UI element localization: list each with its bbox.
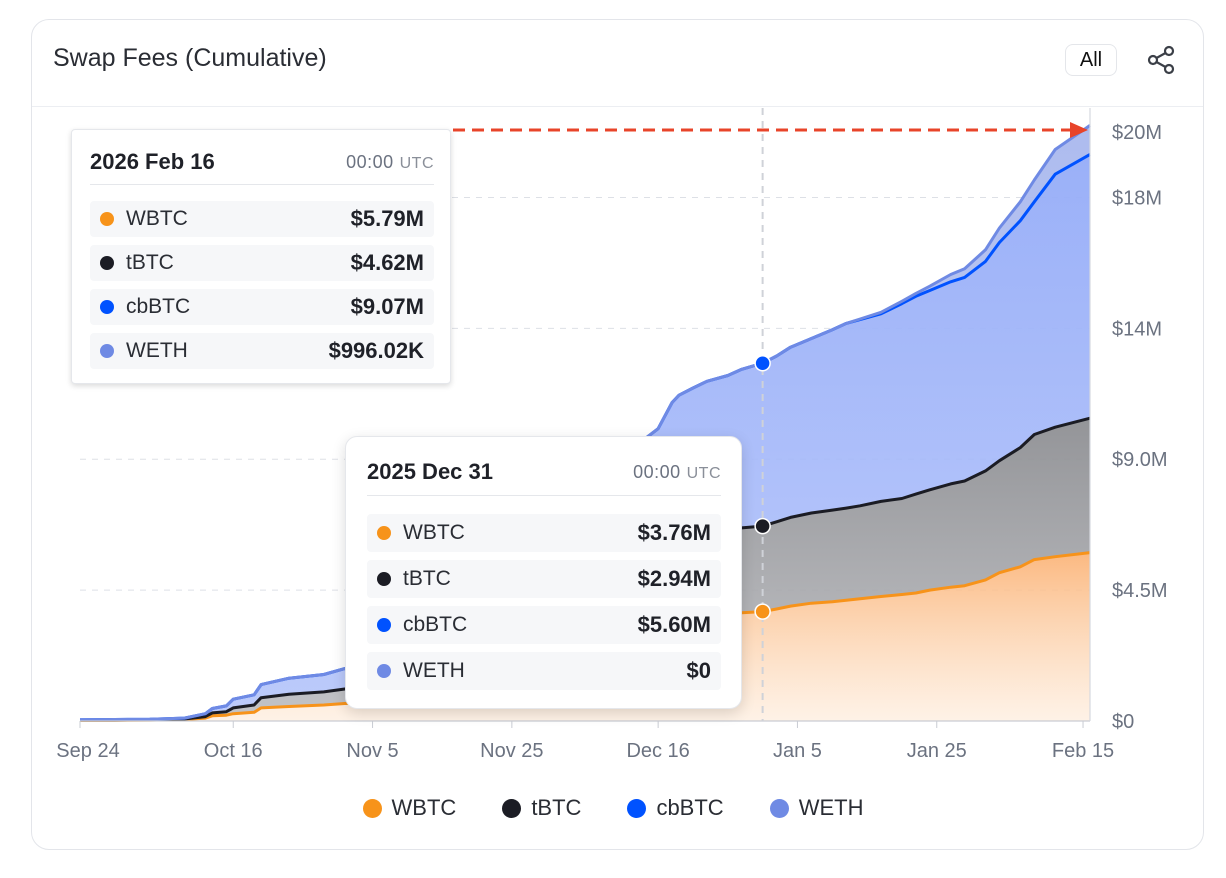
tbtc-dot-icon xyxy=(100,256,114,270)
tooltip-row-weth: WETH $996.02K xyxy=(90,333,434,369)
hover-marks xyxy=(453,108,1088,721)
legend-item-weth[interactable]: WETH xyxy=(769,790,863,826)
tooltip-date: 2026 Feb 16 xyxy=(90,149,215,174)
tooltip-row-wbtc: WBTC $3.76M xyxy=(367,514,721,552)
tbtc-dot-icon xyxy=(502,798,522,818)
cbbtc-dot-icon xyxy=(377,618,391,632)
y-tick-label: $14M xyxy=(1112,318,1162,340)
x-tick-label: Jan 25 xyxy=(907,740,967,762)
tooltip-dec-31: 2025 Dec 31 00:00 UTC WBTC $3.76M tBTC $2.9… xyxy=(345,436,742,709)
x-tick-label: Nov 25 xyxy=(480,740,543,762)
tbtc-dot-icon xyxy=(377,572,391,586)
tooltip-row-cbbtc: cbBTC $5.60M xyxy=(367,606,721,644)
tooltip-feb-16: 2026 Feb 16 00:00 UTC WBTC $5.79M tBTC $4.6… xyxy=(71,129,451,384)
legend-item-wbtc[interactable]: WBTC xyxy=(362,790,456,826)
x-tick-label: Dec 16 xyxy=(626,740,689,762)
tooltip-time: 00:00 UTC xyxy=(346,151,434,172)
range-all-button[interactable]: All xyxy=(1065,44,1117,76)
tooltip-date: 2025 Dec 31 xyxy=(367,459,493,484)
y-tick-label: $18M xyxy=(1112,187,1162,209)
legend-item-tbtc[interactable]: tBTC xyxy=(502,790,581,826)
cbbtc-dot-icon xyxy=(627,798,647,818)
tooltip-header: 2025 Dec 31 00:00 UTC xyxy=(367,449,721,496)
y-tick-label: $4.5M xyxy=(1112,580,1168,602)
hover-dot-tbtc xyxy=(754,517,771,535)
wbtc-dot-icon xyxy=(377,526,391,540)
y-tick-label: $0 xyxy=(1112,711,1134,733)
axes: $0 $4.5M $9.0M $14M $18M $20M Sep 24 Oct 16 Nov … xyxy=(56,108,1168,762)
area-wbtc xyxy=(80,552,1090,721)
area-tbtc xyxy=(80,418,1090,721)
tooltip-row-tbtc: tBTC $4.62M xyxy=(90,245,434,281)
tooltip-row-cbbtc: cbBTC $9.07M xyxy=(90,289,434,325)
x-tick-label: Nov 5 xyxy=(346,740,398,762)
arrow-right-icon xyxy=(1070,122,1088,138)
tooltip-row-weth: WETH $0 xyxy=(367,652,721,690)
cbbtc-dot-icon xyxy=(100,300,114,314)
share-icon[interactable] xyxy=(1144,43,1178,77)
weth-dot-icon xyxy=(100,344,114,358)
weth-dot-icon xyxy=(769,798,789,818)
area-cbbtc xyxy=(80,154,1090,721)
hover-dot-wbtc xyxy=(754,603,771,620)
y-tick-label: $20M xyxy=(1112,122,1162,144)
wbtc-dot-icon xyxy=(100,212,114,226)
wbtc-dot-icon xyxy=(362,798,382,818)
legend-item-cbbtc[interactable]: cbBTC xyxy=(627,790,724,826)
y-tick-label: $9.0M xyxy=(1112,449,1168,471)
tooltip-row-wbtc: WBTC $5.79M xyxy=(90,201,434,237)
tooltip-header: 2026 Feb 16 00:00 UTC xyxy=(90,140,434,185)
chart-legend: WBTC tBTC cbBTC WETH xyxy=(0,790,1226,826)
x-tick-label: Sep 24 xyxy=(56,740,119,762)
weth-dot-icon xyxy=(377,664,391,678)
x-tick-label: Oct 16 xyxy=(204,740,263,762)
tooltip-time: 00:00 UTC xyxy=(633,461,721,482)
hover-dot-cbbtc xyxy=(754,354,771,372)
card-header: Swap Fees (Cumulative) All xyxy=(32,20,1203,107)
x-tick-label: Jan 5 xyxy=(773,740,822,762)
line-weth xyxy=(79,124,1091,722)
series-areas xyxy=(80,125,1090,721)
x-tick-label: Feb 15 xyxy=(1052,740,1114,762)
chart-title: Swap Fees (Cumulative) xyxy=(53,44,327,72)
tooltip-row-tbtc: tBTC $2.94M xyxy=(367,560,721,598)
